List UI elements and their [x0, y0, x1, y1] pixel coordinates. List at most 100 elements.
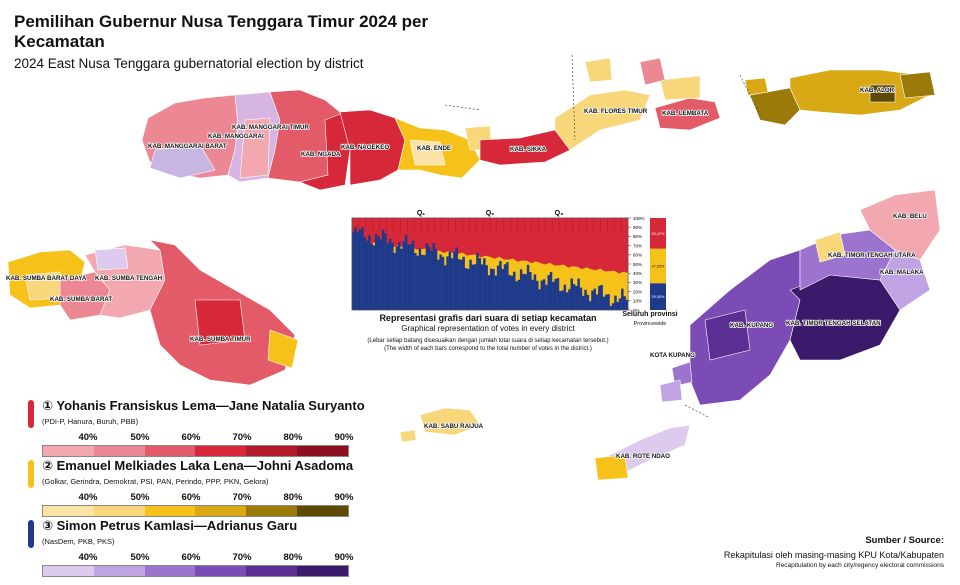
district-bar	[393, 253, 396, 310]
district-bar	[593, 288, 596, 310]
district-bar	[467, 268, 470, 310]
region-sumba-timur-3	[267, 329, 299, 369]
district-bar	[453, 251, 456, 310]
ramp-swatch	[144, 446, 196, 456]
tick-label: 60%	[181, 432, 201, 443]
district-bar	[611, 303, 615, 310]
district-bar	[398, 242, 401, 310]
regency-border-dashed-2	[444, 104, 481, 111]
district-bar	[411, 240, 415, 310]
sabu-island	[399, 407, 481, 443]
district-bar	[434, 248, 438, 310]
district-bar	[441, 256, 445, 310]
ramp-swatch	[93, 446, 145, 456]
district-bar	[377, 236, 380, 310]
district-bar	[536, 280, 539, 310]
district-bar	[432, 243, 435, 310]
provincewide-segment-2	[650, 248, 666, 284]
ramp-swatch	[144, 566, 196, 576]
tick-label: 50%	[130, 492, 150, 503]
region-kupang-2	[704, 309, 751, 361]
district-bar	[577, 278, 580, 310]
district-bar	[572, 284, 576, 310]
district-bar	[352, 231, 355, 310]
region-rote-yellow	[594, 454, 629, 481]
district-bar	[358, 229, 362, 310]
quartile-label: Q₃	[555, 210, 564, 217]
tick-label: 70%	[232, 492, 252, 503]
district-bar	[524, 274, 527, 310]
district-bar	[517, 279, 521, 310]
district-bar	[584, 289, 587, 310]
candidate-3-color-bar	[28, 520, 34, 548]
regency-label: KAB. TIMOR TENGAH SELATAN	[786, 320, 881, 327]
regency-label: KAB. FLORES TIMUR	[584, 108, 648, 115]
region-flores-east-isl	[639, 57, 666, 86]
district-bar	[563, 284, 567, 310]
y-tick-label: 20%	[633, 289, 642, 294]
candidate-1-name: ① Yohanis Fransiskus Lema—Jane Natalia S…	[42, 398, 365, 413]
provincewide-value-label: 29,00%	[652, 295, 666, 299]
regency-label: KAB. KUPANG	[730, 322, 773, 329]
regency-label: KAB. MANGGARAI BARAT	[148, 143, 227, 150]
tick-label: 60%	[181, 552, 201, 563]
candidate-2-color-ramp	[42, 505, 349, 517]
district-bar	[455, 247, 458, 310]
tick-label: 70%	[232, 552, 252, 563]
district-bar	[499, 261, 502, 310]
district-bar	[552, 281, 555, 310]
district-bar	[356, 231, 360, 310]
district-bar	[460, 259, 463, 310]
provincewide-value-label: 33,47%	[652, 232, 666, 236]
regency-label: KOTA KUPANG	[650, 352, 695, 359]
legend-ticks: 40% 50% 60% 70% 80% 90%	[68, 432, 353, 443]
ramp-swatch	[246, 566, 298, 576]
district-bar	[616, 301, 619, 310]
district-bar	[494, 275, 498, 310]
district-bar	[561, 290, 564, 310]
tick-label: 40%	[78, 552, 98, 563]
y-tick-label: 70%	[633, 243, 642, 248]
regency-label: KAB. SUMBA TIMUR	[190, 336, 251, 343]
source-text-en: Recapitulation by each city/regency elec…	[776, 562, 944, 569]
regency-labels: KAB. MANGGARAI BARAT KAB. MANGGARAI KAB. M…	[5, 86, 928, 461]
candidate-3-parties: (NasDem, PKB, PKS)	[42, 537, 115, 546]
district-bar	[430, 250, 433, 310]
district-bar	[391, 242, 394, 310]
flores-island	[141, 57, 721, 191]
district-bar	[480, 264, 484, 310]
ramp-swatch	[195, 566, 247, 576]
regency-label: KAB. SIKKA	[510, 146, 547, 153]
provincewide-segment-3	[650, 283, 666, 310]
candidate-2-parties: (Golkar, Gerindra, Demokrat, PSI, PAN, P…	[42, 477, 269, 486]
district-bar	[402, 241, 406, 310]
district-bar	[545, 284, 548, 310]
district-bar	[423, 255, 426, 310]
district-bar	[365, 240, 369, 310]
district-bar	[605, 294, 608, 310]
ramp-swatch	[297, 446, 348, 456]
district-bar	[361, 227, 364, 310]
candidate-3-color-ramp	[42, 565, 349, 577]
region-sabu-raijua	[419, 407, 481, 436]
regency-label: KAB. NAGEKEO	[341, 144, 389, 151]
chart-note-en: (The width of each bars correspond to th…	[384, 346, 592, 352]
chart-title: Representasi grafis dari suara di setiap…	[379, 313, 597, 323]
region-sumba-timur-2	[194, 299, 246, 346]
district-bar	[363, 236, 366, 310]
ramp-swatch	[144, 506, 196, 516]
region-sumba-tengah-2	[94, 247, 129, 271]
region-sabu-small	[399, 429, 417, 443]
district-bar	[354, 227, 357, 310]
regency-label: KAB. MANGGARAI TIMUR	[232, 124, 310, 131]
district-bar	[372, 245, 376, 310]
district-bar	[384, 233, 387, 310]
district-bar	[607, 294, 610, 310]
district-bar	[386, 243, 389, 310]
tick-label: 50%	[130, 552, 150, 563]
district-bar	[586, 294, 590, 310]
district-bar	[407, 244, 410, 310]
region-tts	[789, 274, 901, 361]
tick-label: 70%	[232, 432, 252, 443]
